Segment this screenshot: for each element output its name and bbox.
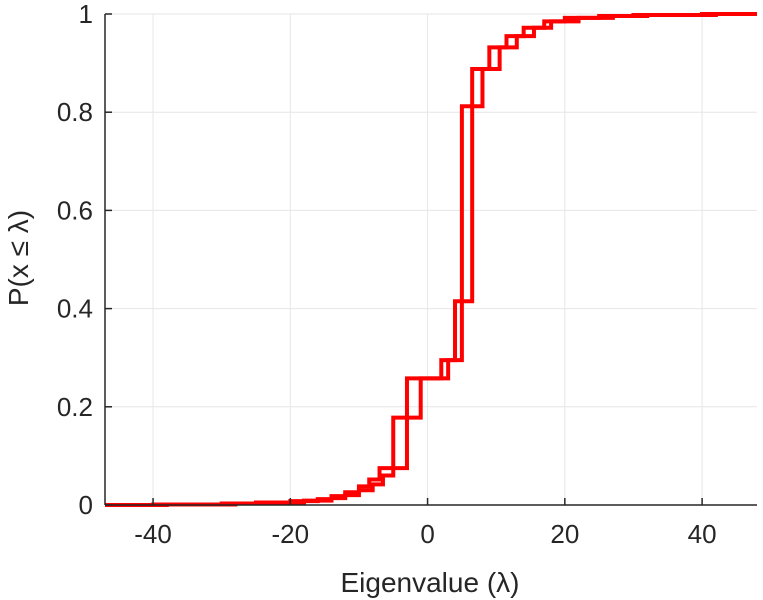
series-group bbox=[105, 12, 757, 507]
cdf-series-2 bbox=[105, 12, 757, 507]
y-tick-label: 0.6 bbox=[57, 195, 93, 225]
axes bbox=[104, 13, 757, 506]
y-axis-label: P(x ≤ λ) bbox=[3, 210, 34, 306]
x-tick-label: -40 bbox=[134, 519, 172, 549]
y-tick-label: 0 bbox=[79, 490, 93, 520]
x-tick-label: -20 bbox=[272, 519, 310, 549]
x-axis-label: Eigenvalue (λ) bbox=[341, 567, 520, 598]
y-tick-label: 0.8 bbox=[57, 97, 93, 127]
tick-labels: -40 -20 0 20 40 0 0.2 0.4 0.6 0.8 1 bbox=[57, 0, 717, 549]
x-tick-label: 20 bbox=[550, 519, 579, 549]
y-tick-label: 0.4 bbox=[57, 294, 93, 324]
cdf-series-1 bbox=[105, 12, 757, 507]
y-tick-label: 0.2 bbox=[57, 392, 93, 422]
x-tick-label: 40 bbox=[688, 519, 717, 549]
y-tick-label: 1 bbox=[79, 0, 93, 29]
x-tick-label: 0 bbox=[420, 519, 434, 549]
grid bbox=[105, 13, 757, 506]
